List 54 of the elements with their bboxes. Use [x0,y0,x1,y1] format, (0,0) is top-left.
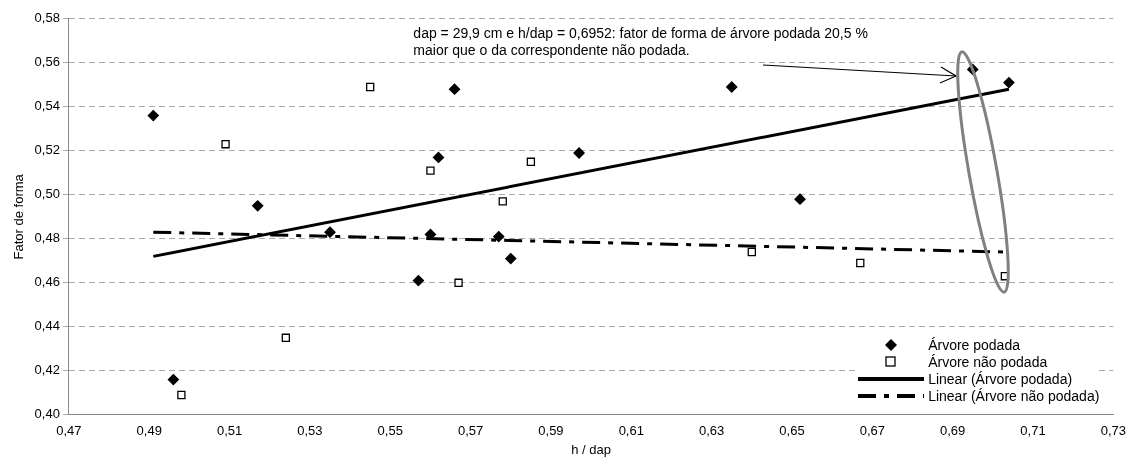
legend-label: Linear (Árvore não podada) [928,387,1100,405]
x-axis-title: h / dap [571,441,612,457]
point [281,333,291,342]
x-tick-label: 0,53 [297,423,323,439]
x-tick-label: 0,49 [136,423,162,439]
point [252,200,264,212]
point [856,258,865,268]
y-tick-label: 0,48 [34,230,60,246]
point [454,278,463,287]
point [167,373,179,386]
legend-label: Árvore podada [928,336,1020,354]
point [747,247,756,257]
point [221,140,230,149]
y-tick-label: 0,44 [34,318,60,334]
x-tick-label: 0,63 [698,423,725,439]
point [366,82,375,92]
y-tick-label: 0,52 [34,142,60,158]
point [424,228,437,241]
annotation: dap = 29,9 cm e h/dap = 0,6952: fator de forma de árvore podada 20,5 % maior que o da correspondente não podada. [413,24,904,59]
point [432,151,445,164]
y-tick-label: 0,56 [34,54,60,70]
x-tick-label: 0,51 [216,423,243,439]
y-axis-title: Fator de forma [11,173,27,260]
point [426,166,435,175]
x-tick-label: 0,67 [859,423,885,439]
x-tick-label: 0,55 [377,423,403,439]
x-tick-label: 0,65 [779,423,805,439]
point [147,109,159,122]
x-tick-label: 0,73 [1100,423,1127,439]
x-tick-label: 0,59 [538,423,564,439]
point [526,157,536,166]
legend-label: Linear (Árvore podada) [928,370,1073,388]
x-tick-label: 0,69 [940,423,966,439]
point [726,81,738,93]
x-tick-label: 0,57 [457,423,484,439]
point [493,230,505,243]
point [177,390,186,400]
point [505,252,517,265]
point [324,226,336,238]
point [412,274,425,287]
legend-label: Árvore não podada [928,353,1048,371]
y-tick-label: 0,46 [34,274,60,290]
point [1003,76,1015,89]
y-tick-label: 0,50 [34,186,60,202]
y-tick-label: 0,58 [34,10,60,26]
x-tick-label: 0,71 [1020,423,1046,439]
y-tick-label: 0,42 [34,362,60,378]
y-tick-label: 0,40 [34,406,60,422]
point [448,83,461,95]
point [498,197,507,206]
point [794,193,806,205]
x-tick-label: 0,61 [618,423,644,439]
y-tick-label: 0,54 [34,98,60,114]
x-tick-label: 0,47 [56,423,82,439]
